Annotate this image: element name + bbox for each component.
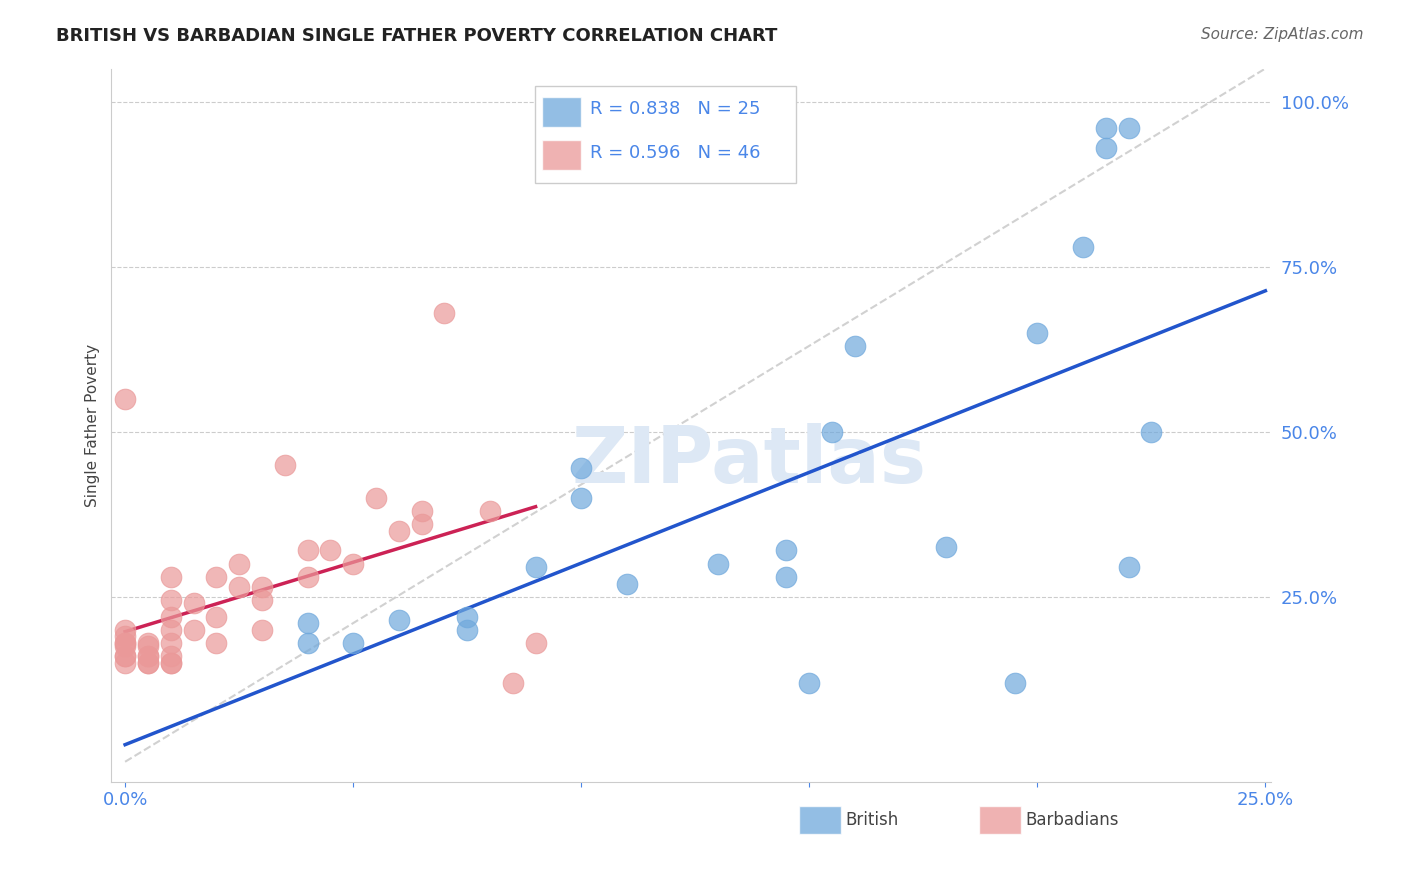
Point <box>844 339 866 353</box>
Point <box>297 616 319 631</box>
Point <box>159 593 181 607</box>
FancyBboxPatch shape <box>979 805 1021 834</box>
Point <box>297 636 319 650</box>
Point <box>114 639 136 653</box>
Point <box>502 675 524 690</box>
Point <box>297 543 319 558</box>
Point <box>159 656 181 670</box>
Point <box>250 580 273 594</box>
Point <box>342 557 364 571</box>
Point <box>1071 240 1094 254</box>
Point <box>411 504 433 518</box>
Point <box>775 570 797 584</box>
Point <box>1026 326 1049 340</box>
Point <box>228 580 250 594</box>
Point <box>205 636 228 650</box>
Point <box>114 656 136 670</box>
Point <box>935 540 957 554</box>
Point <box>524 636 547 650</box>
Point <box>342 636 364 650</box>
Point <box>707 557 730 571</box>
Point <box>388 613 411 627</box>
Point <box>297 570 319 584</box>
Point <box>114 629 136 643</box>
Text: R = 0.838   N = 25: R = 0.838 N = 25 <box>591 100 761 118</box>
Point <box>183 623 205 637</box>
Point <box>159 570 181 584</box>
FancyBboxPatch shape <box>541 140 581 169</box>
Point <box>569 491 592 505</box>
Point <box>479 504 502 518</box>
Point <box>183 596 205 610</box>
Point <box>159 636 181 650</box>
Point <box>159 649 181 664</box>
Point <box>136 656 159 670</box>
Point <box>456 623 478 637</box>
Point <box>250 593 273 607</box>
Text: Barbadians: Barbadians <box>1025 811 1119 829</box>
Point <box>1118 120 1140 135</box>
Point <box>569 461 592 475</box>
Point <box>433 306 456 320</box>
Point <box>799 675 821 690</box>
Text: R = 0.596   N = 46: R = 0.596 N = 46 <box>591 144 761 161</box>
Point <box>274 458 297 472</box>
FancyBboxPatch shape <box>534 87 796 183</box>
Point <box>775 543 797 558</box>
Point <box>1004 675 1026 690</box>
Point <box>456 609 478 624</box>
Point <box>136 649 159 664</box>
Point <box>114 392 136 406</box>
Point <box>136 639 159 653</box>
FancyBboxPatch shape <box>541 97 581 127</box>
Point <box>114 649 136 664</box>
Text: British: British <box>845 811 898 829</box>
Point <box>1094 120 1116 135</box>
Point <box>1118 560 1140 574</box>
Point <box>1140 425 1163 439</box>
Point <box>616 576 638 591</box>
Point <box>114 636 136 650</box>
Text: ZIPatlas: ZIPatlas <box>572 423 927 499</box>
Point <box>114 649 136 664</box>
Point <box>388 524 411 538</box>
Point <box>136 636 159 650</box>
FancyBboxPatch shape <box>799 805 841 834</box>
Point <box>114 636 136 650</box>
Point <box>1094 141 1116 155</box>
Point <box>136 656 159 670</box>
Point <box>524 560 547 574</box>
Point <box>136 649 159 664</box>
Point <box>250 623 273 637</box>
Text: Source: ZipAtlas.com: Source: ZipAtlas.com <box>1201 27 1364 42</box>
Point <box>114 623 136 637</box>
Text: BRITISH VS BARBADIAN SINGLE FATHER POVERTY CORRELATION CHART: BRITISH VS BARBADIAN SINGLE FATHER POVER… <box>56 27 778 45</box>
Y-axis label: Single Father Poverty: Single Father Poverty <box>86 343 100 507</box>
Point <box>205 570 228 584</box>
Point <box>159 656 181 670</box>
Point <box>228 557 250 571</box>
Point <box>159 623 181 637</box>
Point <box>205 609 228 624</box>
Point <box>319 543 342 558</box>
Point <box>159 609 181 624</box>
Point <box>821 425 844 439</box>
Point <box>364 491 387 505</box>
Point <box>411 517 433 532</box>
